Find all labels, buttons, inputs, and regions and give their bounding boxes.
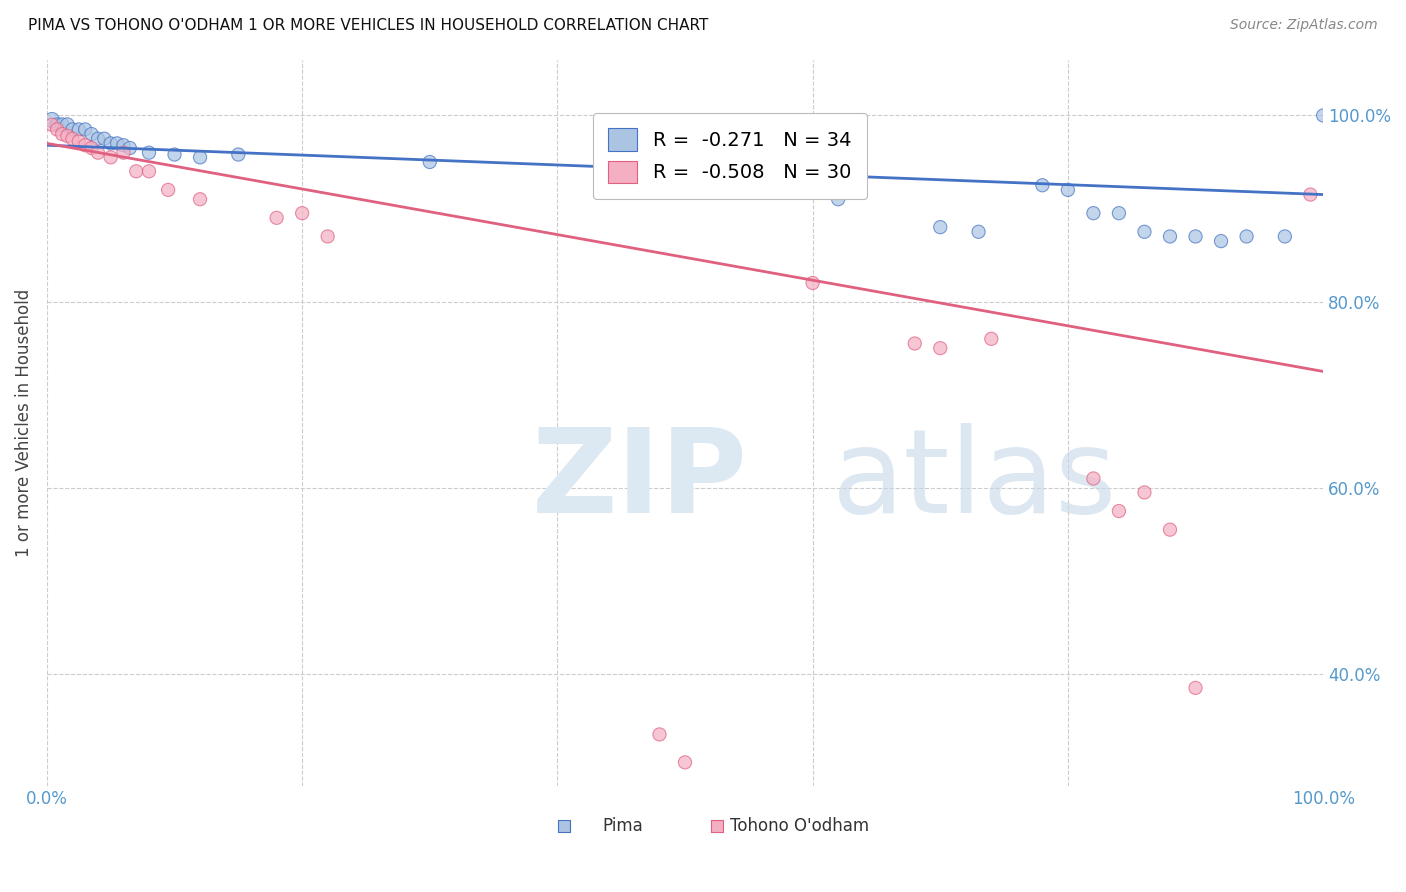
Y-axis label: 1 or more Vehicles in Household: 1 or more Vehicles in Household xyxy=(15,288,32,557)
Point xyxy=(112,138,135,153)
Point xyxy=(228,147,250,161)
Text: atlas: atlas xyxy=(832,423,1118,538)
Text: PIMA VS TOHONO O'ODHAM 1 OR MORE VEHICLES IN HOUSEHOLD CORRELATION CHART: PIMA VS TOHONO O'ODHAM 1 OR MORE VEHICLE… xyxy=(28,18,709,33)
Point xyxy=(1209,234,1232,248)
Point xyxy=(62,122,84,136)
Point xyxy=(266,211,288,225)
Text: Source: ZipAtlas.com: Source: ZipAtlas.com xyxy=(1230,18,1378,32)
Point xyxy=(419,155,441,169)
Point xyxy=(827,192,849,206)
Point xyxy=(118,141,141,155)
Point xyxy=(51,118,73,132)
Point xyxy=(87,145,110,160)
Point xyxy=(316,229,339,244)
Point xyxy=(87,132,110,146)
Point xyxy=(980,332,1002,346)
Point xyxy=(125,164,148,178)
Point xyxy=(75,138,97,153)
Point xyxy=(648,164,671,178)
Text: Tohono O'odham: Tohono O'odham xyxy=(730,816,869,835)
Point xyxy=(80,141,103,155)
Point xyxy=(1108,206,1130,220)
Point xyxy=(138,164,160,178)
Point xyxy=(100,136,122,151)
Point xyxy=(1083,471,1105,485)
Point xyxy=(67,122,90,136)
Point xyxy=(46,122,69,136)
Point xyxy=(1083,206,1105,220)
Point xyxy=(62,132,84,146)
Point xyxy=(157,183,180,197)
Point xyxy=(1184,681,1206,695)
Point xyxy=(46,118,69,132)
Point xyxy=(1274,229,1296,244)
Point xyxy=(1159,523,1181,537)
Point xyxy=(188,150,211,164)
Point xyxy=(163,147,186,161)
Point xyxy=(1133,485,1156,500)
Legend: R =  -0.271   N = 34, R =  -0.508   N = 30: R = -0.271 N = 34, R = -0.508 N = 30 xyxy=(593,113,868,199)
Point xyxy=(105,136,128,151)
Point xyxy=(41,113,63,128)
Point xyxy=(929,220,952,235)
Point xyxy=(93,132,115,146)
Point xyxy=(1108,504,1130,518)
Point xyxy=(1184,229,1206,244)
Point xyxy=(56,128,79,143)
Point xyxy=(1159,229,1181,244)
Point xyxy=(1312,108,1334,122)
Point xyxy=(1031,178,1053,193)
Text: Pima: Pima xyxy=(602,816,643,835)
Point xyxy=(75,122,97,136)
Point xyxy=(41,118,63,132)
Point xyxy=(1133,225,1156,239)
Point xyxy=(929,341,952,355)
Point xyxy=(67,135,90,149)
Point xyxy=(967,225,990,239)
Point xyxy=(1057,183,1080,197)
Point xyxy=(801,276,824,290)
Point xyxy=(138,145,160,160)
Point xyxy=(1236,229,1258,244)
Point xyxy=(100,150,122,164)
Point xyxy=(56,118,79,132)
Text: ZIP: ZIP xyxy=(531,423,748,538)
Point xyxy=(80,127,103,141)
Point xyxy=(648,727,671,741)
Point xyxy=(673,756,696,770)
Point xyxy=(51,127,73,141)
Point xyxy=(1299,187,1322,202)
Point xyxy=(291,206,314,220)
Point xyxy=(904,336,927,351)
Point xyxy=(112,145,135,160)
Point xyxy=(188,192,211,206)
